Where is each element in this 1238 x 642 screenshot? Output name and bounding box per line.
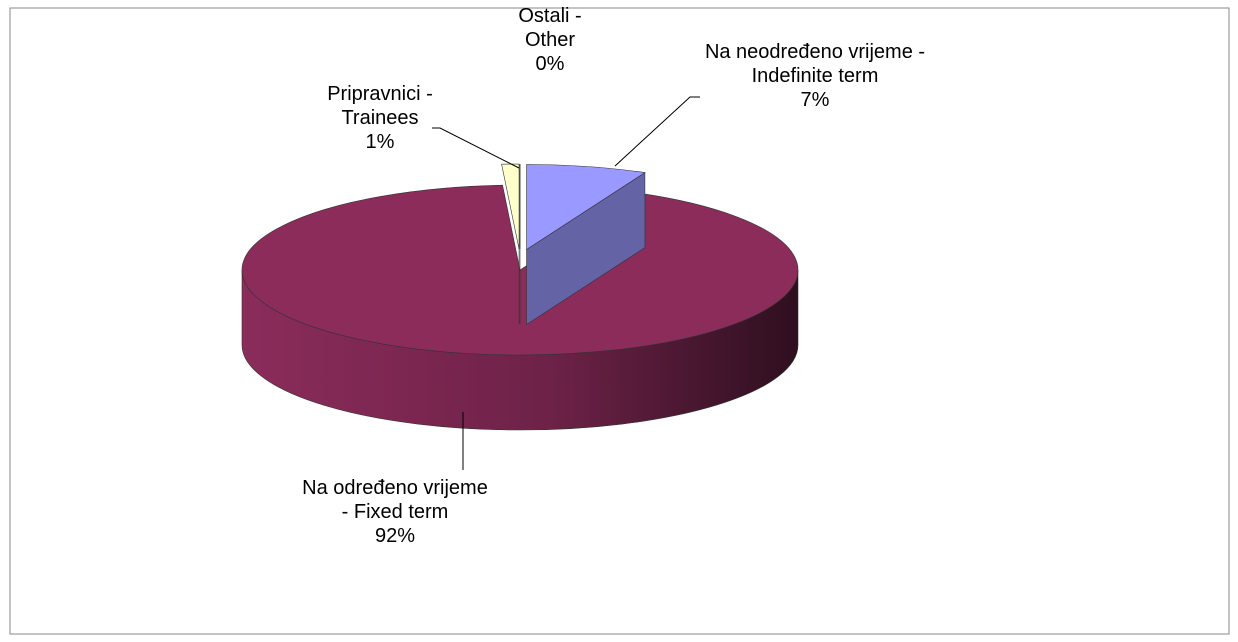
slice-label: Pripravnici - Trainees 1% bbox=[300, 82, 460, 154]
category-label: Pripravnici - Trainees bbox=[327, 83, 433, 129]
value-label: 7% bbox=[800, 89, 830, 111]
pie bbox=[241, 163, 799, 431]
value-label: 1% bbox=[365, 131, 395, 153]
slice-label: Na određeno vrijeme - Fixed term 92% bbox=[300, 476, 490, 548]
category-label: Na određeno vrijeme - Fixed term bbox=[302, 477, 488, 523]
leader-line bbox=[614, 96, 700, 167]
slice-label: Na neodređeno vrijeme - Indefinite term … bbox=[690, 40, 940, 112]
slice bbox=[526, 164, 646, 251]
value-label: 92% bbox=[374, 525, 416, 547]
category-label: Na neodređeno vrijeme - Indefinite term bbox=[704, 41, 926, 87]
value-label: 0% bbox=[535, 53, 565, 75]
category-label: Ostali - Other bbox=[518, 5, 582, 51]
slice-label: Ostali - Other 0% bbox=[495, 4, 605, 76]
leader-line bbox=[432, 127, 520, 169]
